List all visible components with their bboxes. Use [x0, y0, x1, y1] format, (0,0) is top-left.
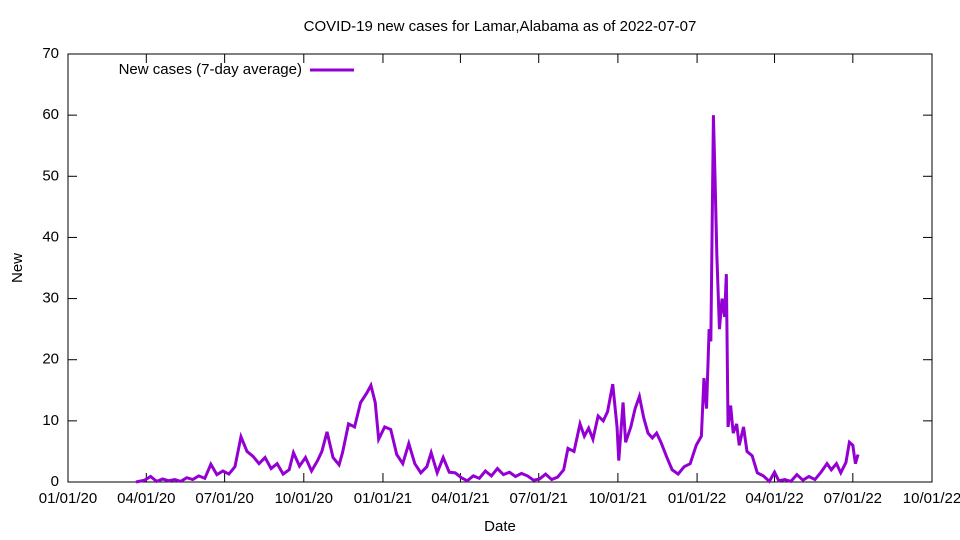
x-tick-label: 04/01/22	[745, 490, 803, 507]
y-tick-label: 0	[51, 473, 59, 490]
y-tick-label: 40	[42, 228, 59, 245]
y-tick-label: 20	[42, 351, 59, 368]
x-tick-label: 07/01/20	[195, 490, 253, 507]
chart-title: COVID-19 new cases for Lamar,Alabama as …	[304, 18, 697, 35]
x-tick-label: 01/01/21	[354, 490, 412, 507]
x-tick-label: 01/01/22	[668, 490, 726, 507]
x-tick-label: 04/01/21	[431, 490, 489, 507]
y-tick-label: 50	[42, 167, 59, 184]
x-tick-label: 10/01/20	[275, 490, 333, 507]
legend-label: New cases (7-day average)	[119, 61, 302, 78]
y-tick-label: 10	[42, 412, 59, 429]
y-axis-label: New	[9, 253, 26, 283]
plot-frame	[67, 53, 933, 483]
x-tick-label: 04/01/20	[117, 490, 175, 507]
y-tick-label: 30	[42, 290, 59, 307]
y-tick-label: 70	[42, 45, 59, 62]
x-tick-label: 10/01/22	[903, 490, 960, 507]
x-tick-label: 07/01/22	[824, 490, 882, 507]
x-tick-label: 10/01/21	[589, 490, 647, 507]
data-line	[135, 115, 860, 484]
x-tick-label: 07/01/21	[510, 490, 568, 507]
y-tick-label: 60	[42, 106, 59, 123]
x-tick-label: 01/01/20	[39, 490, 97, 507]
x-axis-label: Date	[484, 518, 516, 535]
